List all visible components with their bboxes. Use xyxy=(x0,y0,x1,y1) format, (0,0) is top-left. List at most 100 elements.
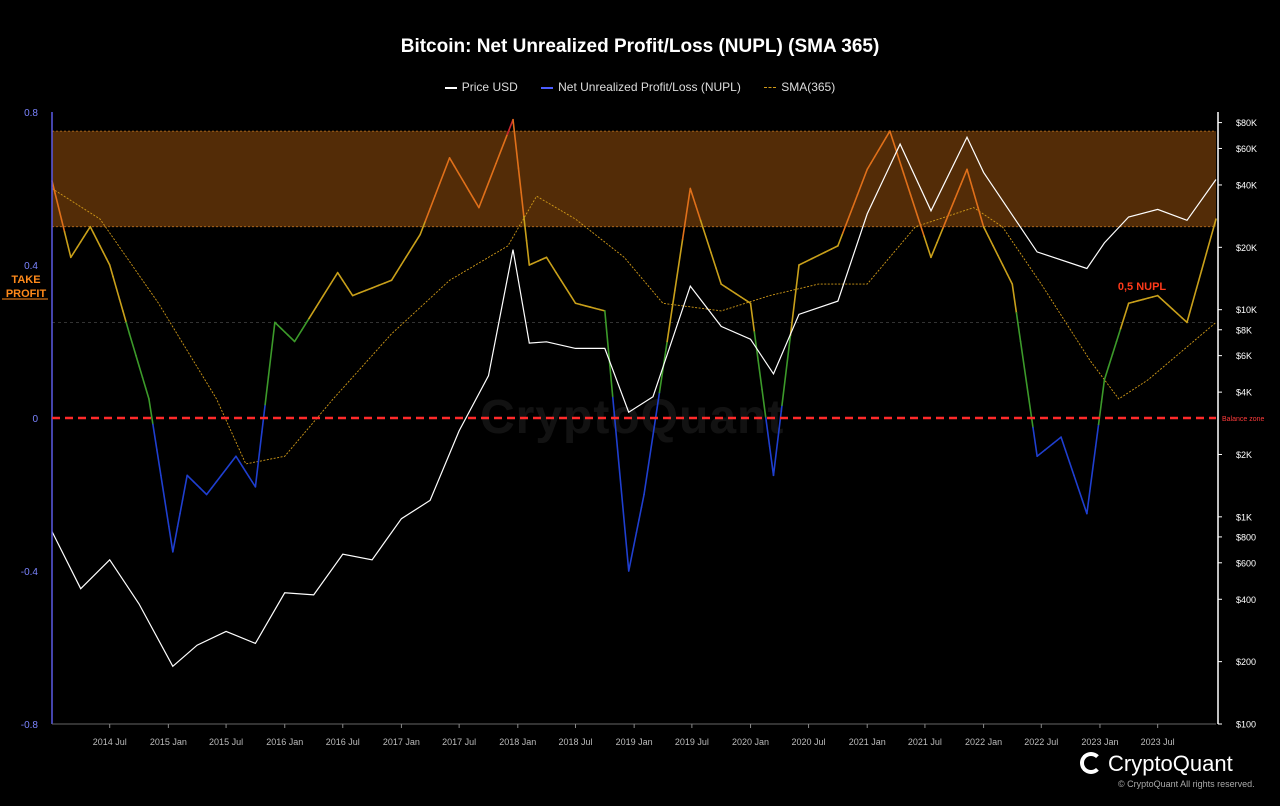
nupl-segment xyxy=(966,168,971,180)
nupl-segment xyxy=(241,465,247,473)
nupl-segment xyxy=(57,205,63,220)
nupl-segment xyxy=(438,169,446,185)
nupl-segment xyxy=(765,417,771,448)
nupl-segment xyxy=(257,431,263,461)
nupl-segment xyxy=(89,225,95,234)
nupl-segment xyxy=(1152,294,1159,298)
take-profit-band-layer xyxy=(52,130,1216,228)
nupl-segment xyxy=(1166,303,1174,310)
nupl-segment xyxy=(936,227,944,244)
nupl-segment xyxy=(225,461,232,470)
cryptoquant-icon xyxy=(1080,752,1102,774)
legend-label-price: Price USD xyxy=(461,79,518,94)
nupl-segment xyxy=(79,236,85,243)
nupl-segment xyxy=(108,264,114,278)
nupl-segment xyxy=(118,298,124,312)
nupl-segment xyxy=(574,302,582,306)
nupl-segment xyxy=(635,519,640,534)
nupl-segment xyxy=(1006,273,1014,285)
nupl-segment xyxy=(453,165,461,176)
x-tick-label: 2019 Jul xyxy=(675,737,709,747)
x-tick-label: 2021 Jan xyxy=(849,737,886,747)
nupl-segment xyxy=(429,195,436,210)
nupl-segment xyxy=(168,525,174,553)
legend-item-nupl[interactable]: Net Unrealized Profit/Loss (NUPL) xyxy=(541,80,741,94)
y-right-tick-label: $4K xyxy=(1236,388,1252,398)
nupl-segment xyxy=(689,187,697,206)
nupl-segment xyxy=(160,474,166,502)
price-line xyxy=(51,135,1217,668)
nupl-segment xyxy=(1210,218,1217,238)
y-right-tick-label: $40K xyxy=(1236,180,1257,190)
nupl-segment xyxy=(525,239,531,266)
nupl-segment xyxy=(483,177,492,194)
nupl-segment xyxy=(633,531,638,547)
nupl-segment xyxy=(514,143,520,169)
nupl-segment xyxy=(443,157,451,172)
nupl-segment xyxy=(1048,442,1054,448)
nupl-segment xyxy=(152,423,158,451)
nupl-segment xyxy=(992,245,999,257)
nupl-segment xyxy=(902,172,912,196)
nupl-segment xyxy=(1181,317,1188,324)
nupl-segment xyxy=(594,307,601,311)
nupl-segment xyxy=(674,238,684,292)
nupl-segment xyxy=(148,398,154,426)
sma-line xyxy=(51,188,1217,465)
nupl-segment xyxy=(980,216,985,228)
nupl-segment xyxy=(264,376,270,406)
nupl-segment xyxy=(1127,301,1135,305)
nupl-segment xyxy=(584,304,591,308)
nupl-segment xyxy=(1100,378,1106,403)
nupl-segment xyxy=(1137,298,1144,302)
nupl-segment xyxy=(781,369,788,407)
nupl-segment xyxy=(135,354,140,368)
nupl-segment xyxy=(220,468,227,477)
nupl-segment xyxy=(694,203,702,222)
nupl-segment xyxy=(699,219,707,238)
nupl-segment xyxy=(364,287,373,292)
nupl-segment xyxy=(710,251,717,269)
brand-logo: CryptoQuant xyxy=(1080,751,1233,777)
nupl-segment xyxy=(870,155,876,164)
nupl-segment xyxy=(720,283,727,289)
nupl-segment xyxy=(942,212,950,229)
nupl-segment xyxy=(235,455,240,463)
nupl-segment xyxy=(997,254,1004,266)
nupl-segment xyxy=(270,321,276,351)
nupl-segment xyxy=(179,500,184,515)
nupl-segment xyxy=(125,321,131,335)
nupl-segment xyxy=(768,445,775,477)
nupl-segment xyxy=(400,256,407,266)
nupl-layer xyxy=(51,118,1217,572)
y-left-tick-label: -0.8 xyxy=(21,720,39,731)
nupl-segment xyxy=(877,143,884,152)
legend-item-price[interactable]: Price USD xyxy=(444,79,518,94)
nupl-segment xyxy=(248,475,253,483)
nupl-segment xyxy=(550,264,557,274)
nupl-segment xyxy=(1094,423,1100,448)
nupl-segment xyxy=(448,157,456,167)
nupl-segment xyxy=(405,248,412,259)
nupl-segment xyxy=(144,387,150,400)
x-tick-label: 2018 Jan xyxy=(499,737,536,747)
nupl-segment xyxy=(744,299,752,305)
sma-layer xyxy=(51,188,1217,465)
legend-item-sma[interactable]: SMA(365) xyxy=(764,80,835,94)
nupl-segment xyxy=(495,148,503,165)
nupl-segment xyxy=(1019,340,1026,371)
nupl-segment xyxy=(73,246,79,254)
nupl-segment xyxy=(804,257,813,263)
nupl-segment xyxy=(86,225,92,233)
nupl-segment xyxy=(293,329,303,343)
nupl-segment xyxy=(885,130,891,139)
nupl-segment xyxy=(523,215,528,242)
nupl-segment xyxy=(640,493,645,509)
nupl-segment xyxy=(619,483,626,529)
nupl-segment xyxy=(1028,398,1034,429)
nupl-segment xyxy=(611,396,618,442)
nupl-segment xyxy=(131,343,137,357)
nupl-segment xyxy=(1023,369,1030,400)
nupl-segment xyxy=(390,271,398,282)
